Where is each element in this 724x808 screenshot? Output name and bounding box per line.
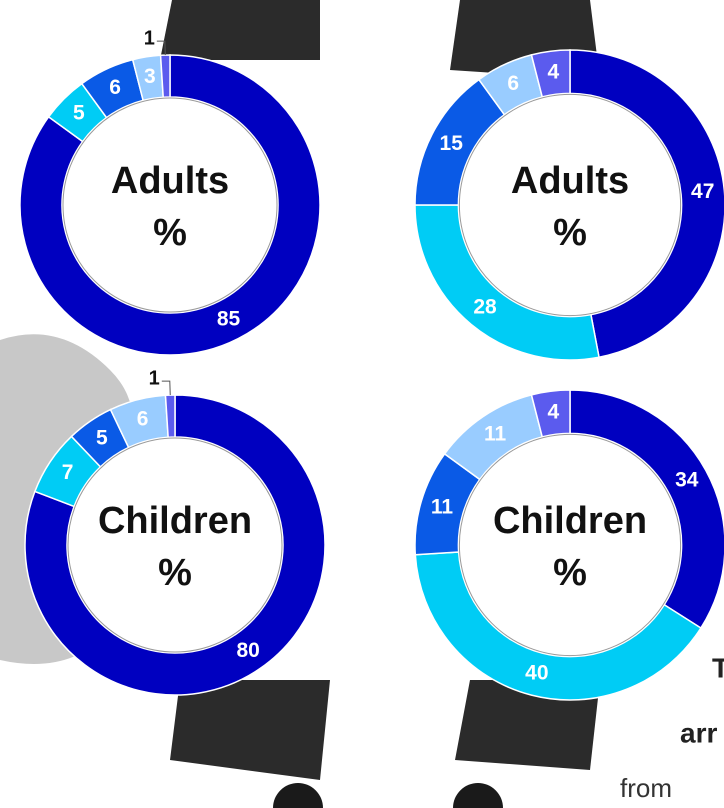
- center-subtitle: %: [553, 212, 587, 254]
- data-label: 28: [473, 295, 497, 318]
- data-label: 7: [62, 461, 74, 484]
- data-label: 4: [547, 400, 559, 423]
- dot: [453, 783, 503, 808]
- donut-segment: [569, 49, 724, 359]
- center-title: Children: [493, 500, 647, 542]
- data-label: 47: [691, 180, 714, 203]
- center-title: Adults: [511, 160, 629, 202]
- center-subtitle: %: [553, 552, 587, 594]
- donut-segment: [24, 394, 326, 696]
- donut-segment: [530, 389, 571, 438]
- donut-hole: [67, 437, 283, 653]
- data-label: 3: [144, 65, 156, 88]
- donut-segment: [159, 54, 171, 99]
- donut-segment: [530, 49, 571, 98]
- data-label: 6: [507, 72, 519, 95]
- donut-hole: [458, 93, 682, 317]
- data-label: 1: [144, 27, 155, 49]
- center-subtitle: %: [153, 212, 187, 254]
- donut-hole: [458, 433, 682, 657]
- data-label: 6: [109, 76, 121, 99]
- cut-text: from: [620, 773, 672, 803]
- donut-segment: [19, 54, 321, 356]
- data-label: 1: [149, 367, 160, 389]
- data-label: 11: [431, 495, 454, 518]
- strap: [170, 680, 330, 780]
- dot: [273, 783, 323, 808]
- strap: [160, 0, 320, 60]
- cut-text: T: [712, 652, 724, 683]
- donut-hole: [62, 97, 278, 313]
- leader-line: [156, 40, 166, 56]
- data-label: 34: [675, 468, 699, 491]
- data-label: 80: [236, 639, 259, 662]
- cut-text: arr: [680, 717, 717, 748]
- center-title: Adults: [111, 160, 229, 202]
- data-label: 85: [217, 307, 241, 330]
- data-label: 40: [525, 662, 548, 685]
- data-label: 4: [547, 60, 559, 83]
- donut-segment: [414, 551, 702, 701]
- data-label: 5: [73, 101, 85, 124]
- strap: [455, 680, 600, 770]
- leader-line: [161, 380, 171, 396]
- data-label: 5: [96, 426, 108, 449]
- data-label: 15: [440, 132, 464, 155]
- data-label: 11: [484, 422, 507, 445]
- center-subtitle: %: [158, 552, 192, 594]
- center-title: Children: [98, 500, 252, 542]
- data-label: 6: [137, 408, 149, 431]
- donut-segment: [164, 394, 176, 439]
